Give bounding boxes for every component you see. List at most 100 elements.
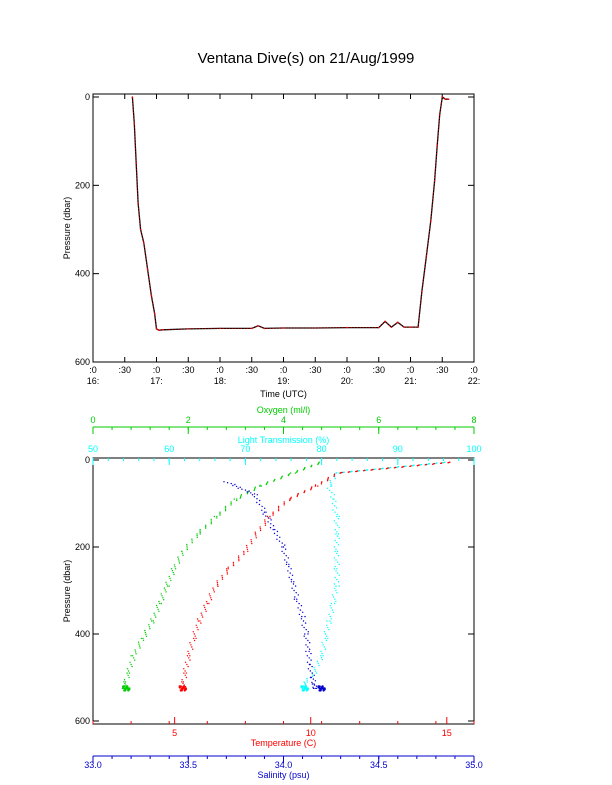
salinity-point	[307, 639, 309, 642]
light-point	[442, 462, 444, 464]
salinity-point	[265, 511, 267, 513]
pressure-point	[250, 327, 253, 330]
light-point	[337, 544, 340, 546]
oxygen-point	[240, 494, 243, 496]
salinity-bottom-cluster	[321, 686, 324, 689]
temperature-point	[188, 652, 190, 655]
light-point	[329, 481, 332, 484]
oxygen-point	[128, 676, 130, 679]
salinity-point	[310, 659, 312, 661]
salinity-point	[306, 661, 309, 663]
temperature-point	[194, 635, 196, 637]
light-point	[335, 570, 337, 572]
oxygen-point	[294, 472, 297, 474]
oxygen-point	[135, 653, 137, 655]
salinity-point	[294, 585, 297, 587]
x-tick-label: :30	[245, 365, 258, 375]
light-point	[334, 511, 336, 513]
salinity-point	[265, 515, 267, 517]
oxygen-point	[224, 508, 227, 510]
oxygen-point	[191, 538, 193, 540]
salinity-point	[264, 507, 266, 509]
temperature-point	[447, 462, 449, 464]
pressure-point	[131, 96, 134, 98]
light-point	[328, 613, 330, 616]
temperature-point	[189, 655, 191, 657]
temperature-point	[184, 661, 187, 663]
chart1-frame	[92, 93, 475, 363]
temperature-point	[246, 548, 249, 551]
oxygen-point	[205, 524, 207, 526]
pressure-point	[436, 144, 438, 147]
salinity-point	[273, 532, 276, 535]
oxygen-point	[224, 507, 227, 509]
oxygen-point	[233, 498, 235, 500]
temperature-point	[283, 501, 285, 503]
temperature-point	[216, 583, 219, 586]
temperature-point	[226, 569, 228, 572]
light-point	[334, 576, 336, 579]
salinity-point	[307, 633, 309, 635]
light-point	[324, 637, 327, 640]
oxygen-point	[165, 581, 167, 583]
light-point	[314, 668, 316, 670]
light-point	[419, 464, 421, 466]
light-tick-label: 60	[164, 444, 174, 454]
oxygen-point	[171, 570, 174, 572]
temperature-point	[181, 679, 183, 681]
salinity-point	[298, 613, 301, 616]
y-axis-label: Pressure (dbar)	[62, 560, 72, 623]
x-tick-label: :30	[372, 365, 385, 375]
oxygen-point	[137, 641, 140, 643]
temperature-point	[363, 470, 365, 472]
salinity-point	[258, 503, 261, 506]
oxygen-point	[302, 469, 305, 471]
salinity-point	[305, 644, 307, 646]
temperature-point	[200, 622, 202, 624]
salinity-point	[312, 687, 315, 690]
salinity-point	[267, 517, 270, 519]
light-point	[333, 568, 336, 570]
temperature-point	[283, 504, 285, 506]
temperature-point	[193, 637, 195, 640]
oxygen-point	[158, 600, 160, 603]
light-point	[329, 615, 331, 618]
oxygen-point	[199, 531, 201, 534]
oxygen-point	[134, 649, 136, 651]
light-tick-label: 100	[466, 444, 481, 454]
temperature-point	[221, 575, 223, 577]
oxygen-point	[287, 474, 290, 477]
temperature-point	[197, 620, 199, 622]
temperature-point	[213, 589, 215, 591]
temperature-point	[221, 578, 224, 580]
oxygen-point	[273, 480, 275, 482]
light-point	[318, 664, 320, 667]
temperature-point	[237, 555, 240, 557]
oxygen-point	[157, 608, 159, 611]
oxygen-point	[182, 554, 184, 556]
oxygen-point	[239, 496, 242, 498]
temperature-point	[272, 512, 274, 515]
pressure-point	[444, 98, 447, 101]
oxygen-point	[127, 670, 130, 672]
temperature-point	[188, 657, 190, 659]
salinity-point	[250, 492, 252, 494]
salinity-point	[313, 683, 315, 685]
light-point	[321, 652, 323, 655]
salinity-point	[286, 561, 288, 563]
oxygen-point	[210, 523, 212, 525]
salinity-point	[297, 607, 299, 609]
temperature-point	[204, 606, 206, 609]
light-point	[336, 561, 339, 563]
salinity-point	[259, 499, 261, 502]
salinity-point	[278, 540, 281, 542]
x-tick-label: :0	[407, 365, 415, 375]
temperature-tick-label: 10	[306, 728, 316, 738]
oxygen-point	[156, 606, 158, 609]
temperature-point	[199, 620, 201, 622]
temperature-point	[227, 568, 229, 570]
temperature-point	[232, 563, 235, 565]
temperature-point	[186, 663, 188, 666]
salinity-point	[290, 578, 293, 581]
x-tick-label: 22:	[468, 376, 481, 386]
